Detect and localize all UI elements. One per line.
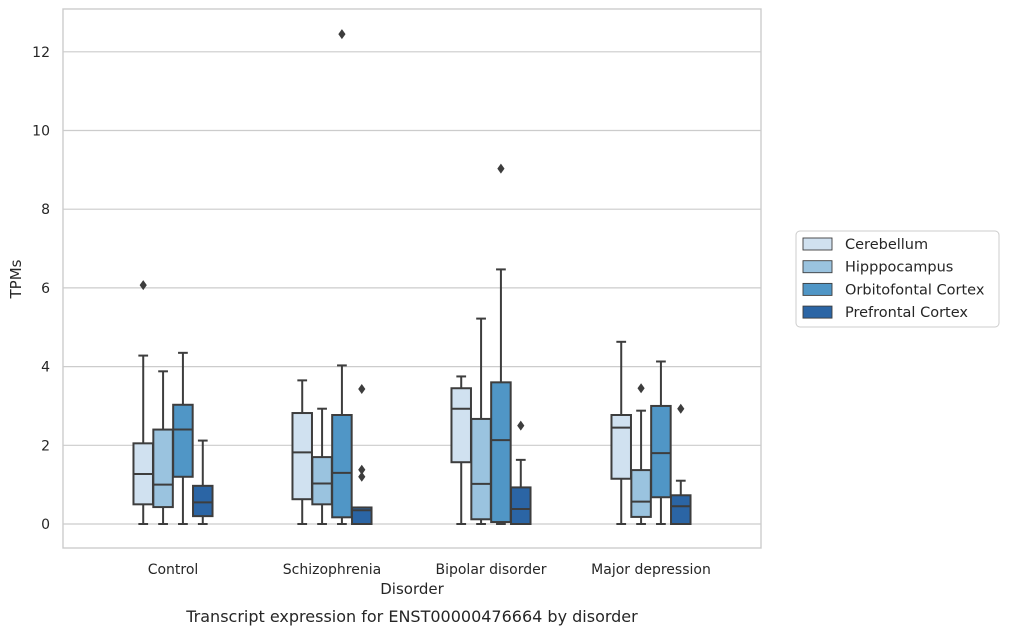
box-iqr [650,404,672,499]
box-orbitofontal-cortex [650,360,672,525]
outlier-point [358,464,366,475]
y-tick-labels: 0 2 4 6 8 10 12 [32,45,50,533]
box-iqr [510,486,532,526]
x-tick-labels: Control Schizophrenia Bipolar disorder Majo… [148,562,711,578]
outlier-point [139,280,147,291]
x-tick-label: Control [148,562,199,578]
box-iqr [610,414,632,480]
legend-swatch [802,237,833,251]
box-iqr [172,403,194,478]
box-orbitofontal-cortex [172,351,194,525]
y-tick-label: 2 [41,438,50,454]
outlier-point [358,471,366,482]
outlier-point [677,403,685,414]
chart-caption: Transcript expression for ENST0000047666… [185,607,638,626]
outlier-point [338,29,346,40]
x-tick-label: Major depression [591,562,711,578]
box-hipppocampus [470,317,492,525]
legend-swatch [802,260,833,274]
legend-label: Cerebellum [845,237,928,253]
legend-frame [795,230,1000,328]
box-cerebellum [450,375,472,525]
box-cerebellum [291,379,313,525]
y-tick-label: 4 [41,360,50,376]
legend-label: Orbitofontal Cortex [845,282,985,298]
outlier-point [517,420,525,431]
y-tick-label: 8 [41,202,50,218]
box-prefrontal-cortex [670,403,692,526]
outlier-point [497,163,505,174]
box-iqr [670,494,692,526]
box-plots [132,29,692,526]
box-orbitofontal-cortex [490,163,512,525]
x-tick-label: Bipolar disorder [435,562,546,578]
box-orbitofontal-cortex [331,29,353,525]
x-axis-title: Disorder [380,580,444,598]
legend: Cerebellum Hipppocampus Orbitofontal Corte… [795,230,1000,328]
box-prefrontal-cortex [192,439,214,525]
plot-frame [62,8,762,549]
outlier-point [358,384,366,395]
y-tick-label: 10 [32,124,50,140]
outlier-point [637,383,645,394]
y-tick-label: 6 [41,281,50,297]
box-prefrontal-cortex [510,420,532,526]
box-iqr [311,456,333,506]
box-hipppocampus [152,370,174,525]
legend-swatch [802,282,833,296]
y-tick-label: 0 [41,517,50,533]
box-iqr [152,428,174,509]
box-iqr [630,469,652,518]
y-axis-title: TPMs [7,259,25,299]
box-iqr [351,506,373,525]
box-cerebellum [132,280,154,525]
box-hipppocampus [630,383,652,525]
box-iqr [331,414,353,519]
box-hipppocampus [311,407,333,525]
box-iqr [192,484,214,518]
box-iqr [490,381,512,524]
legend-label: Prefrontal Cortex [845,305,968,321]
box-cerebellum [610,340,632,525]
box-iqr [291,412,313,501]
legend-label: Hipppocampus [845,260,953,276]
box-iqr [470,417,492,521]
y-tick-label: 12 [32,45,50,61]
box-prefrontal-cortex [351,384,373,525]
x-tick-label: Schizophrenia [283,562,381,578]
legend-swatch [802,305,833,319]
box-iqr [450,387,472,464]
